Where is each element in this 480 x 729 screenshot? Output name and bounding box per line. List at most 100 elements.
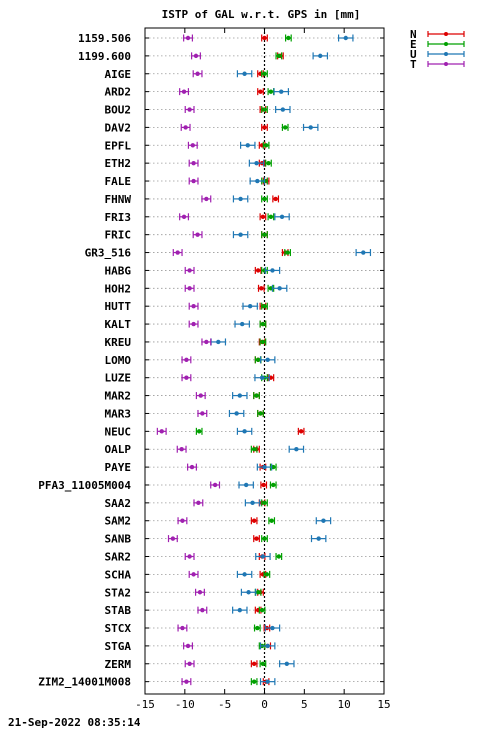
marker-t	[192, 231, 203, 239]
marker-n	[297, 427, 305, 435]
marker-u	[236, 570, 253, 578]
legend-label: N	[410, 28, 417, 41]
station-label: FHNW	[105, 193, 132, 206]
marker-t	[188, 570, 199, 578]
station-label: FALE	[105, 175, 132, 188]
marker-t	[184, 552, 195, 560]
marker-t	[181, 678, 192, 686]
x-tick-label: 15	[377, 698, 390, 711]
marker-t	[187, 141, 198, 149]
marker-t	[197, 606, 208, 614]
marker-n	[261, 123, 268, 131]
marker-n	[261, 34, 268, 42]
marker-t	[188, 302, 199, 310]
marker-e	[267, 213, 275, 221]
x-tick-label: -15	[135, 698, 155, 711]
marker-u	[264, 624, 281, 632]
station-label: BOU2	[105, 104, 132, 117]
marker-u	[232, 231, 249, 239]
timestamp: 21-Sep-2022 08:35:14	[8, 716, 141, 729]
station-label: STCX	[105, 622, 132, 635]
station-label: ETH2	[105, 157, 132, 170]
marker-e	[261, 106, 268, 114]
marker-t	[172, 249, 183, 257]
station-label: SANB	[105, 533, 132, 546]
chart-title: ISTP of GAL w.r.t. GPS in [mm]	[162, 8, 361, 21]
marker-t	[201, 338, 212, 346]
x-tick-label: -5	[218, 698, 231, 711]
marker-t	[177, 517, 188, 525]
legend-item-t: T	[410, 58, 465, 71]
marker-u	[234, 320, 250, 328]
marker-t	[179, 88, 190, 96]
marker-u	[310, 535, 327, 543]
marker-u	[210, 338, 227, 346]
station-label: AIGE	[105, 68, 132, 81]
marker-n	[257, 284, 265, 292]
marker-t	[183, 34, 194, 42]
station-label: ZERM	[105, 658, 132, 671]
marker-e	[269, 481, 277, 489]
marker-u	[355, 249, 372, 257]
marker-u	[248, 159, 265, 167]
marker-t	[194, 588, 205, 596]
marker-t	[167, 535, 178, 543]
marker-t	[191, 52, 201, 60]
legend-label: U	[410, 48, 417, 61]
legend-marker	[444, 52, 448, 56]
station-label: SAA2	[105, 497, 132, 510]
marker-e	[253, 392, 260, 400]
marker-e	[267, 88, 275, 96]
station-label: EPFL	[105, 139, 132, 152]
station-label: SAR2	[105, 550, 132, 563]
marker-e	[261, 499, 268, 507]
marker-u	[232, 606, 248, 614]
marker-t	[187, 463, 197, 471]
station-label: GR3_516	[85, 247, 132, 260]
marker-e	[257, 409, 264, 417]
marker-e	[261, 535, 268, 543]
marker-e	[265, 159, 272, 167]
marker-t	[181, 356, 192, 364]
marker-t	[181, 374, 192, 382]
marker-t	[184, 106, 195, 114]
station-label: 1199.600	[78, 50, 131, 63]
marker-t	[179, 213, 190, 221]
marker-e	[258, 606, 266, 614]
marker-e	[285, 34, 292, 42]
marker-u	[279, 660, 295, 668]
marker-u	[238, 481, 254, 489]
marker-e	[261, 195, 268, 203]
marker-u	[259, 642, 276, 650]
marker-e	[259, 320, 267, 328]
marker-n	[250, 517, 258, 525]
x-tick-label: 5	[301, 698, 308, 711]
marker-e	[281, 123, 289, 131]
marker-u	[256, 463, 273, 471]
marker-n	[253, 535, 260, 543]
marker-e	[262, 141, 270, 149]
station-label: KREU	[105, 336, 132, 349]
marker-t	[188, 159, 199, 167]
marker-u	[255, 552, 271, 560]
station-label: PFA3_11005M004	[38, 479, 131, 492]
marker-e	[259, 338, 267, 346]
marker-n	[259, 213, 267, 221]
marker-e	[250, 678, 258, 686]
marker-t	[188, 320, 199, 328]
station-label: LOMO	[105, 354, 132, 367]
station-label: PAYE	[105, 461, 132, 474]
marker-t	[197, 409, 208, 417]
marker-u	[232, 392, 248, 400]
legend-marker	[444, 42, 448, 46]
station-label: MAR2	[105, 390, 132, 403]
marker-n	[254, 266, 262, 274]
series-e	[195, 34, 292, 686]
x-tick-label: -10	[175, 698, 195, 711]
station-label: FRIC	[105, 229, 132, 242]
marker-e	[253, 624, 261, 632]
marker-t	[210, 481, 221, 489]
marker-e	[268, 517, 276, 525]
x-tick-label: 0	[261, 698, 268, 711]
